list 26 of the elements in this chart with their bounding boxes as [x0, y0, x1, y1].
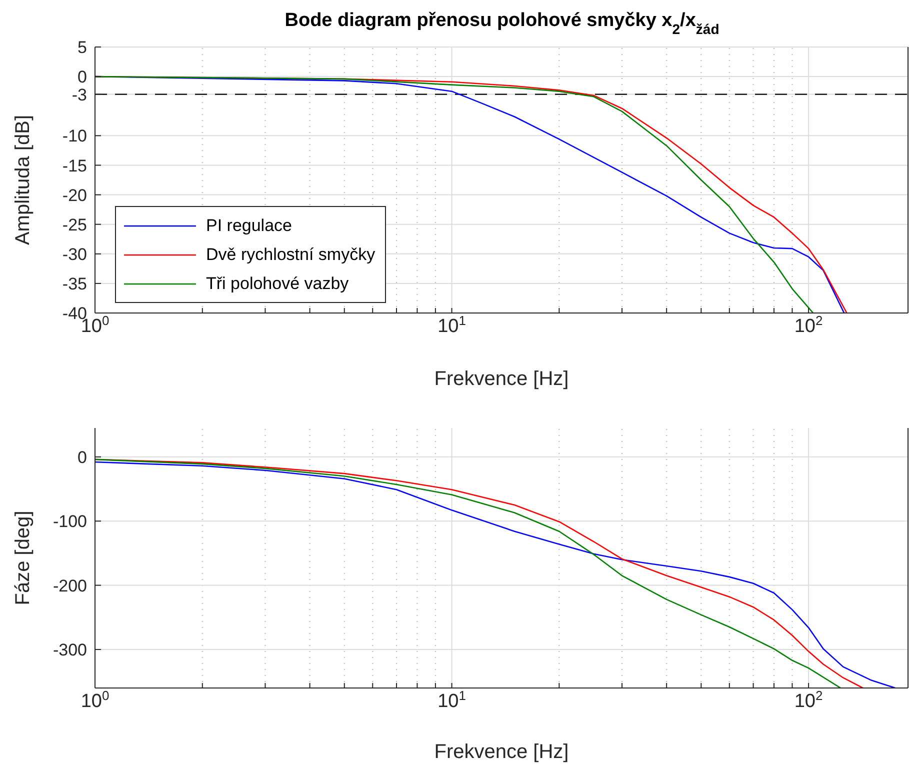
x-tick-label: 10$^{1}$ — [438, 312, 466, 337]
y-tick-label: -300 — [52, 640, 87, 660]
y-axis-title: Fáze [deg] — [12, 510, 34, 606]
legend-label: PI regulace — [206, 216, 292, 236]
y-tick-label: 0 — [78, 448, 87, 467]
y-tick-label: -3 — [72, 85, 87, 104]
x-tick-label: 10$^{1}$ — [438, 688, 466, 712]
y-tick-label: 5 — [78, 38, 87, 58]
x-axis-title: Frekvence [Hz] — [434, 368, 569, 390]
x-tick-label: 10$^{2}$ — [794, 688, 823, 712]
x-tick-label: 10$^{0}$ — [80, 688, 110, 712]
y-tick-label: 0 — [78, 68, 87, 87]
x-tick-label: 10$^{2}$ — [794, 312, 823, 337]
legend-label: Dvě rychlostní smyčky — [206, 244, 376, 264]
y-tick-label: -20 — [62, 186, 87, 205]
y-tick-label: -10 — [62, 126, 87, 146]
y-axis-title: Amplituda [dB] — [12, 114, 34, 246]
y-tick-label: -30 — [62, 244, 87, 264]
y-tick-label: -25 — [62, 215, 87, 234]
legend-label: Tři polohové vazby — [206, 274, 349, 294]
y-tick-label: -200 — [52, 576, 87, 596]
y-tick-label: -15 — [62, 156, 87, 176]
x-axis-title: Frekvence [Hz] — [434, 741, 569, 763]
y-tick-label: -100 — [52, 512, 87, 532]
chart-title: Bode diagram přenosu polohové smyčky x$_{2}$/x$_{žád}$ — [284, 10, 720, 37]
y-tick-label: -35 — [62, 274, 87, 294]
